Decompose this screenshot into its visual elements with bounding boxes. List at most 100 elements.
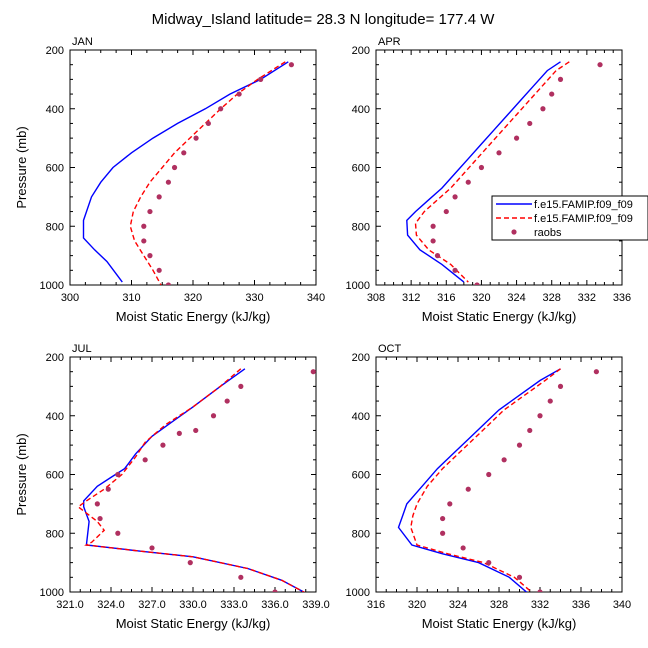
x-tick-label: 320: [184, 292, 202, 304]
panel-jan: 300 310 320 330 340 200 400 600 800 1000 JAN Moist …: [14, 36, 325, 324]
raobs-point: [115, 471, 121, 478]
y-tick-label: 1000: [40, 280, 64, 292]
raobs-point: [527, 427, 533, 434]
y-tick-label: 400: [352, 104, 370, 116]
y-tick-label: 200: [46, 45, 64, 57]
raobs-point: [430, 238, 436, 244]
x-tick-label: 320: [472, 292, 490, 304]
series-line-dashed: [410, 368, 561, 592]
series-line-solid: [82, 368, 306, 592]
raobs-point: [142, 457, 148, 463]
y-tick-label: 600: [46, 470, 64, 482]
raobs-point: [440, 530, 446, 536]
y-tick-label: 800: [352, 528, 370, 540]
x-tick-label: 308: [367, 292, 385, 304]
x-tick-label: 324: [449, 599, 467, 611]
raobs-markers: [141, 62, 294, 285]
raobs-point: [597, 62, 603, 68]
raobs-point: [193, 135, 199, 141]
legend-label: raobs: [534, 227, 562, 239]
x-tick-label: 312: [402, 292, 420, 304]
raobs-point: [165, 179, 171, 185]
raobs-point: [272, 589, 278, 592]
y-tick-label: 200: [352, 45, 370, 57]
panel-apr: 308 312 316 320 324 328 332 336 200 400 600 800 1000…: [346, 36, 632, 324]
x-tick-label: 316: [367, 599, 385, 611]
raobs-point: [224, 398, 230, 404]
panel-label: JUL: [72, 343, 92, 355]
raobs-point: [310, 369, 316, 375]
series-line-solid: [82, 61, 289, 283]
legend-label: f.e15.FAMIP.f09_f09: [534, 213, 633, 225]
panel-jul: 321.0 324.0 327.0 330.0 333.0 336.0 339.0 200 40…: [14, 343, 330, 631]
raobs-point: [486, 471, 492, 478]
raobs-point: [460, 545, 466, 551]
x-tick-label: 332: [531, 599, 549, 611]
raobs-point: [141, 238, 147, 244]
x-axis-label: Moist Static Energy (kJ/kg): [116, 616, 271, 631]
x-tick-label: 324: [507, 292, 525, 304]
x-tick-label: 327.0: [138, 599, 166, 611]
x-tick-label: 336.0: [261, 599, 289, 611]
plot-frame: [375, 49, 623, 286]
raobs-point: [236, 91, 242, 97]
raobs-point: [218, 106, 224, 112]
raobs-point: [181, 150, 187, 156]
raobs-point: [465, 179, 471, 185]
plot-frame: [375, 356, 623, 593]
raobs-point: [94, 501, 100, 507]
raobs-point: [593, 369, 599, 375]
series-line-dashed: [77, 368, 306, 592]
raobs-point: [537, 413, 543, 419]
raobs-point: [165, 282, 171, 285]
raobs-point: [160, 442, 166, 448]
raobs-point: [187, 560, 193, 566]
raobs-point: [443, 208, 449, 215]
raobs-point: [447, 501, 453, 507]
x-axis-label: Moist Static Energy (kJ/kg): [422, 616, 577, 631]
x-tick-label: 328: [543, 292, 561, 304]
x-tick-label: 339.0: [302, 599, 330, 611]
x-tick-label: 336: [613, 292, 631, 304]
y-tick-label: 600: [352, 470, 370, 482]
raobs-point: [474, 282, 480, 285]
raobs-point: [496, 150, 502, 156]
series-line-dashed: [129, 61, 286, 285]
y-tick-label: 200: [352, 352, 370, 364]
raobs-point: [452, 267, 458, 273]
raobs-point: [193, 427, 199, 434]
x-axis-label: Moist Static Energy (kJ/kg): [116, 309, 271, 324]
panel-label: OCT: [378, 343, 402, 355]
raobs-point: [238, 383, 244, 389]
raobs-point: [115, 530, 121, 536]
x-tick-label: 300: [61, 292, 79, 304]
y-tick-label: 200: [46, 352, 64, 364]
raobs-point: [527, 120, 533, 127]
raobs-point: [288, 62, 294, 68]
raobs-point: [171, 164, 178, 171]
raobs-point: [557, 383, 564, 389]
raobs-point: [478, 164, 485, 171]
raobs-markers: [440, 369, 599, 592]
raobs-point: [440, 515, 446, 522]
raobs-point: [430, 223, 436, 229]
raobs-point: [537, 589, 543, 592]
series-line-solid: [406, 61, 561, 283]
y-tick-label: 400: [352, 411, 370, 423]
y-tick-label: 800: [46, 221, 64, 233]
raobs-point: [549, 91, 555, 97]
y-tick-label: 600: [352, 163, 370, 175]
panel-label: APR: [378, 36, 401, 48]
raobs-point: [465, 486, 471, 492]
panel-oct: 316 320 324 328 332 336 340 200 400 600 800 1000 OCT…: [346, 343, 632, 631]
x-tick-label: 328: [490, 599, 508, 611]
raobs-point: [238, 574, 244, 580]
raobs-point: [540, 106, 546, 112]
figure-title: Midway_Island latitude= 28.3 N longitude…: [152, 11, 496, 28]
raobs-point: [156, 194, 162, 200]
panel-label: JAN: [72, 36, 93, 48]
raobs-point: [141, 223, 147, 229]
raobs-markers: [430, 62, 603, 285]
raobs-point: [258, 76, 264, 82]
raobs-point: [547, 398, 553, 404]
